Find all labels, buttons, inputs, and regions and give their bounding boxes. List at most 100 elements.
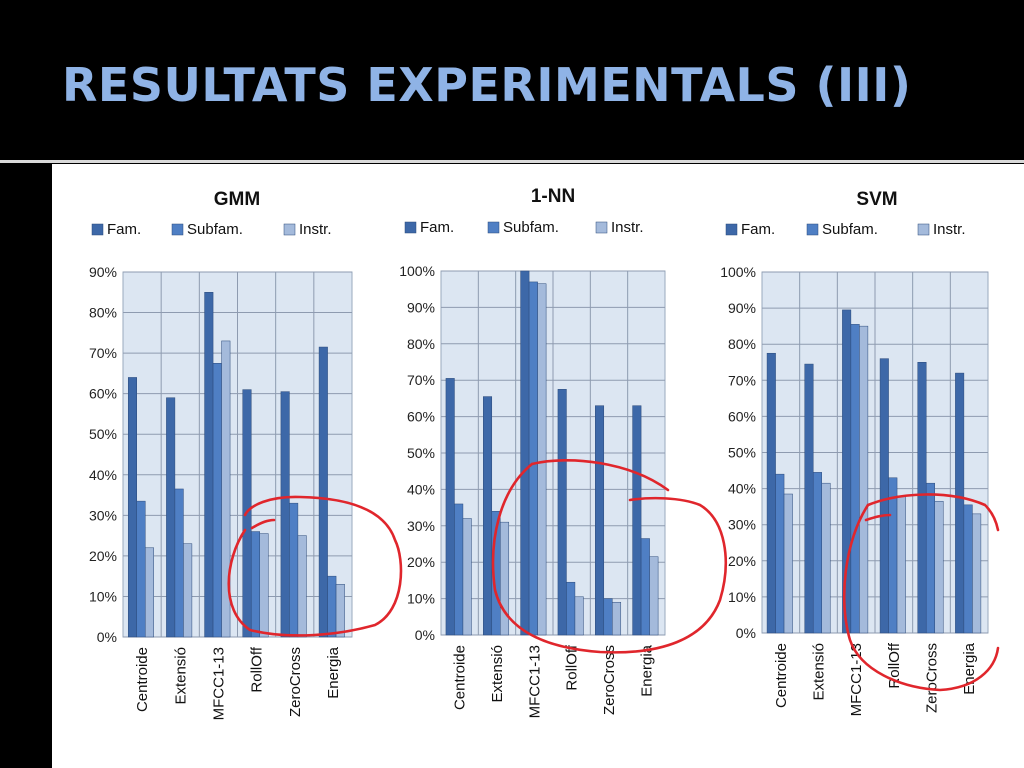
category-label: Extensió	[811, 643, 828, 701]
y-tick-label: 60%	[407, 409, 435, 425]
legend-swatch	[725, 223, 738, 236]
category-label: MFCC1-13	[210, 647, 227, 720]
legend-label: Instr.	[299, 221, 332, 238]
y-tick-label: 30%	[89, 507, 117, 523]
legend-label: Instr.	[611, 219, 644, 236]
legend-swatch	[404, 221, 417, 234]
bar-fam-3	[879, 358, 889, 634]
bar-instr-0	[462, 518, 472, 636]
y-tick-label: 20%	[728, 553, 756, 569]
legend-label: Subfam.	[822, 221, 878, 238]
y-tick-label: 50%	[728, 445, 756, 461]
annotation-stroke	[227, 495, 403, 637]
y-tick-label: 10%	[728, 589, 756, 605]
y-tick-label: 40%	[89, 467, 117, 483]
y-tick-label: 50%	[407, 445, 435, 461]
bar-subfam-5	[327, 575, 337, 638]
y-tick-label: 10%	[407, 591, 435, 607]
annotation-stroke	[530, 459, 670, 492]
bar-subfam-3	[250, 531, 260, 638]
legend-swatch	[171, 223, 184, 236]
title-band: RESULTATS EXPERIMENTALS (III)	[0, 0, 1024, 160]
bar-fam-0	[127, 377, 137, 638]
y-tick-label: 10%	[89, 588, 117, 604]
slide-title: RESULTATS EXPERIMENTALS (III)	[62, 58, 912, 112]
bar-fam-1	[804, 363, 814, 634]
bar-fam-2	[204, 292, 214, 638]
y-tick-label: 80%	[728, 336, 756, 352]
y-tick-label: 60%	[728, 408, 756, 424]
y-tick-label: 0%	[97, 629, 117, 645]
y-tick-label: 40%	[407, 481, 435, 497]
bar-instr-4	[297, 535, 307, 638]
category-label: Centroide	[452, 645, 469, 710]
legend-swatch	[487, 221, 500, 234]
bar-fam-4	[917, 362, 927, 634]
y-tick-label: 90%	[89, 264, 117, 280]
bar-subfam-2	[528, 281, 538, 636]
y-tick-label: 70%	[407, 372, 435, 388]
bar-instr-3	[574, 596, 584, 636]
category-label: Extensió	[489, 645, 506, 703]
y-tick-label: 90%	[407, 299, 435, 315]
annotation-stroke	[864, 513, 892, 522]
bar-instr-2	[859, 325, 869, 634]
bar-subfam-2	[850, 324, 860, 634]
bar-subfam-3	[566, 581, 576, 636]
category-label: ZeroCross	[924, 643, 941, 713]
bar-instr-5	[335, 584, 345, 638]
legend-label: Subfam.	[187, 221, 243, 238]
y-tick-label: 80%	[407, 336, 435, 352]
bar-instr-2	[537, 283, 547, 636]
bar-subfam-0	[136, 500, 146, 638]
bar-fam-5	[318, 346, 328, 638]
chart-title: GMM	[214, 189, 260, 210]
y-tick-label: 40%	[728, 481, 756, 497]
bar-subfam-4	[289, 502, 299, 638]
bar-subfam-0	[454, 503, 464, 636]
annotation-stroke	[250, 518, 276, 530]
category-label: Centroide	[134, 647, 151, 712]
y-tick-label: 20%	[407, 554, 435, 570]
bar-instr-5	[649, 556, 659, 636]
bar-fam-1	[166, 397, 176, 638]
chart-title: SVM	[856, 189, 897, 210]
legend-swatch	[917, 223, 930, 236]
y-tick-label: 80%	[89, 305, 117, 321]
bar-subfam-4	[603, 598, 613, 636]
annotation-stroke	[491, 462, 727, 654]
category-label: ZeroCross	[287, 647, 304, 717]
bar-subfam-4	[925, 482, 935, 634]
chart-1-nn: 0% 10% 20% 30% 40% 50% 60% 70% 80% 90% 100% Centroi…	[399, 186, 666, 718]
bar-instr-4	[612, 601, 622, 636]
legend-label: Subfam.	[503, 219, 559, 236]
legend-label: Instr.	[933, 221, 966, 238]
legend-label: Fam.	[741, 221, 775, 238]
bar-fam-0	[445, 378, 455, 636]
bar-fam-2	[520, 270, 530, 636]
y-tick-label: 50%	[89, 426, 117, 442]
y-tick-label: 100%	[399, 263, 435, 279]
legend-swatch	[806, 223, 819, 236]
category-label: ZeroCross	[601, 645, 618, 715]
y-tick-label: 0%	[736, 625, 756, 641]
bar-instr-4	[934, 500, 944, 634]
y-tick-label: 100%	[720, 264, 756, 280]
legend-swatch	[91, 223, 104, 236]
y-tick-label: 70%	[89, 345, 117, 361]
y-tick-label: 30%	[407, 518, 435, 534]
bar-instr-2	[221, 340, 231, 638]
category-label: RollOff	[249, 646, 266, 692]
bar-subfam-2	[212, 363, 222, 638]
bar-instr-0	[783, 493, 793, 634]
bar-subfam-3	[888, 477, 898, 634]
category-label: RollOff	[564, 644, 581, 690]
bar-fam-1	[483, 396, 493, 636]
title-divider	[0, 160, 1024, 163]
y-tick-label: 90%	[728, 300, 756, 316]
bar-subfam-1	[812, 472, 822, 634]
bar-fam-0	[766, 352, 776, 634]
legend-label: Fam.	[107, 221, 141, 238]
category-label: MFCC1-13	[526, 645, 543, 718]
